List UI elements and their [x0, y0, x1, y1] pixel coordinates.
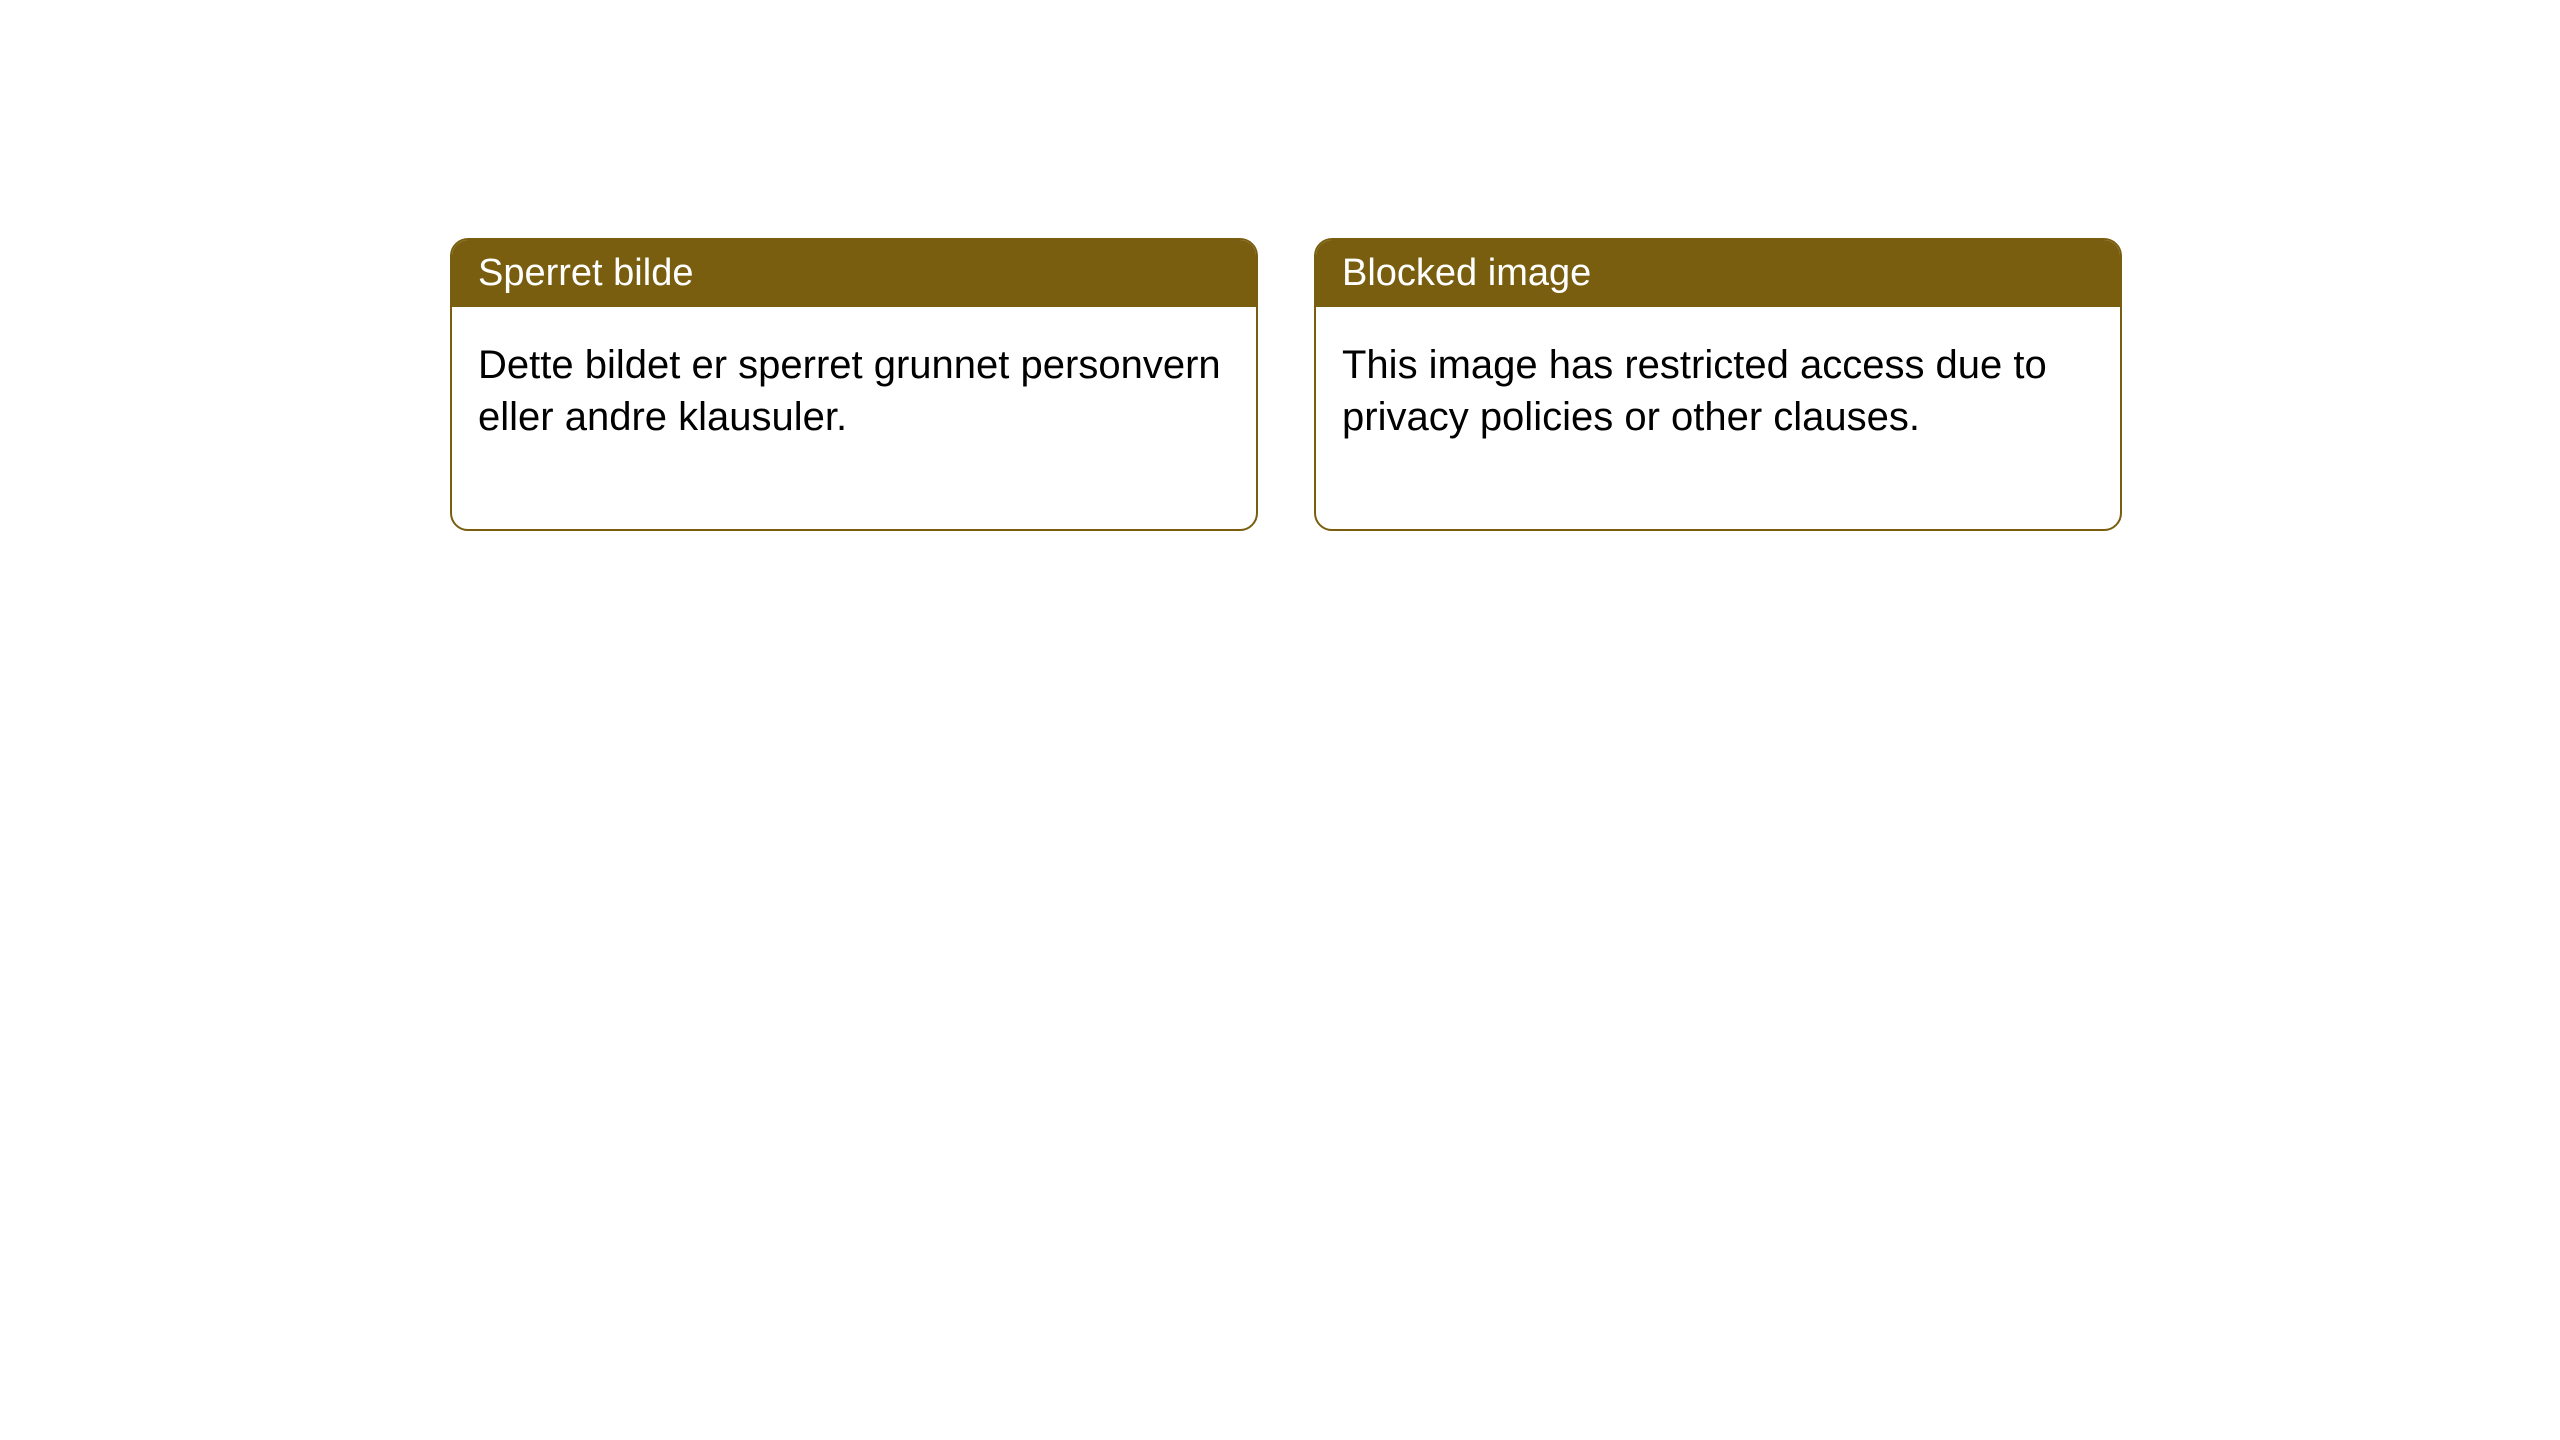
notice-card-english: Blocked image This image has restricted …: [1314, 238, 2122, 531]
notice-container: Sperret bilde Dette bildet er sperret gr…: [0, 0, 2560, 531]
notice-header-norwegian: Sperret bilde: [452, 240, 1256, 307]
notice-body-english: This image has restricted access due to …: [1316, 307, 2120, 529]
notice-header-english: Blocked image: [1316, 240, 2120, 307]
notice-card-norwegian: Sperret bilde Dette bildet er sperret gr…: [450, 238, 1258, 531]
notice-body-norwegian: Dette bildet er sperret grunnet personve…: [452, 307, 1256, 529]
